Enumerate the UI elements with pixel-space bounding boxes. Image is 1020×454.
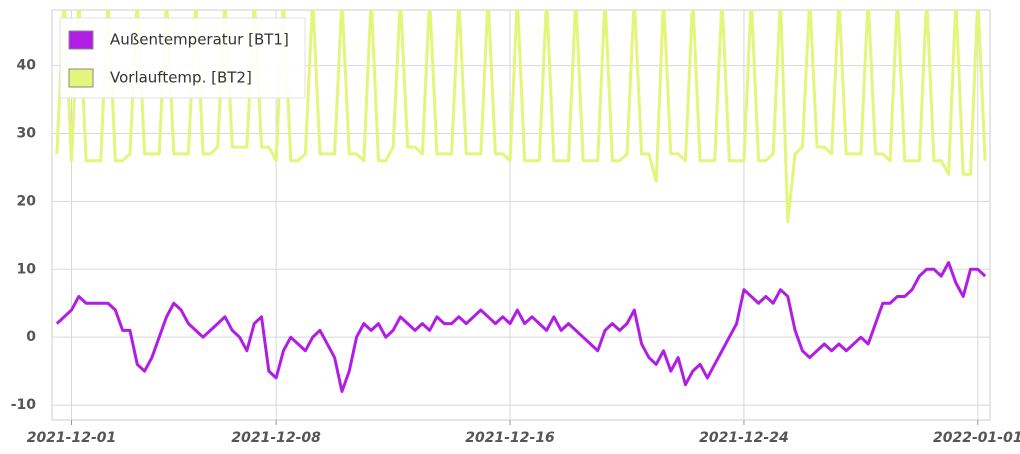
y-tick-label: 30 (17, 126, 37, 142)
plot-frame (51, 9, 991, 421)
y-tick-label: -10 (11, 397, 37, 413)
legend-label: Außentemperatur [BT1] (110, 31, 289, 49)
series-line (55, 261, 987, 393)
y-tick-label: 40 (17, 58, 37, 74)
y-tick-label: 20 (17, 193, 37, 209)
x-tick-label: 2021-12-01 (27, 430, 117, 446)
legend-label: Vorlauftemp. [BT2] (110, 69, 252, 87)
x-tick-label: 2021-12-16 (465, 430, 555, 446)
legend-box (59, 17, 306, 99)
plot-area (55, 10, 987, 393)
y-tick-label: 0 (26, 329, 36, 345)
series-line (55, 10, 987, 224)
legend-swatch (68, 30, 94, 50)
x-tick-label: 2022-01-01 (933, 430, 1020, 446)
legend-swatch (68, 68, 94, 88)
x-tick-label: 2021-12-08 (231, 430, 321, 446)
x-tick-label: 2021-12-24 (699, 430, 789, 446)
y-tick-label: 10 (17, 261, 37, 277)
